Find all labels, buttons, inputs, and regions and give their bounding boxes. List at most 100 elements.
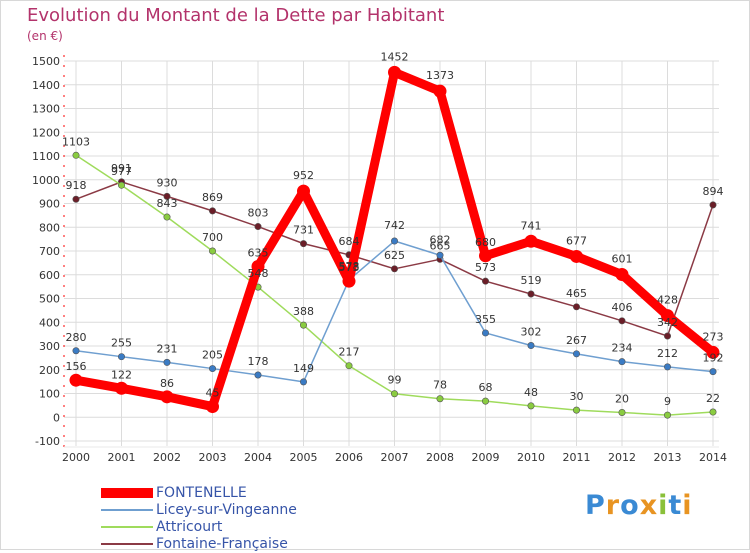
- data-point: [254, 371, 262, 379]
- data-point: [615, 268, 629, 282]
- data-label: 519: [521, 274, 542, 287]
- data-label: 406: [612, 301, 633, 314]
- data-label: 682: [430, 233, 451, 246]
- data-point: [481, 397, 489, 405]
- data-point: [479, 249, 492, 263]
- data-label: 149: [293, 362, 314, 375]
- legend-swatch: [101, 526, 153, 528]
- x-tick-label: 2000: [62, 451, 90, 464]
- data-label: 9: [664, 395, 671, 408]
- data-label: 1373: [426, 69, 454, 82]
- data-point: [709, 408, 717, 416]
- data-label: 991: [111, 162, 132, 175]
- x-tick-label: 2006: [335, 451, 363, 464]
- x-tick-label: 2009: [472, 451, 500, 464]
- data-point: [163, 358, 171, 366]
- data-label: 731: [293, 224, 314, 237]
- data-point: [118, 353, 126, 361]
- y-tick-label: 200: [39, 364, 60, 377]
- data-point: [706, 345, 720, 359]
- data-label: 302: [521, 326, 542, 339]
- data-point: [118, 181, 126, 189]
- data-label: 869: [202, 191, 223, 204]
- data-label: 573: [475, 261, 496, 274]
- data-label: 267: [566, 334, 587, 347]
- data-label: 122: [111, 368, 132, 381]
- data-label: 977: [111, 165, 132, 178]
- data-point: [709, 368, 717, 376]
- data-label: 20: [615, 393, 629, 406]
- y-tick-label: 1300: [32, 103, 60, 116]
- data-point: [663, 332, 671, 340]
- data-label: 465: [566, 287, 587, 300]
- data-label: 428: [657, 294, 678, 307]
- y-tick-label: 1000: [32, 174, 60, 187]
- data-point: [436, 251, 444, 259]
- x-tick-label: 2005: [290, 451, 318, 464]
- data-label: 45: [206, 387, 220, 400]
- data-point: [163, 213, 171, 221]
- data-label: 212: [657, 347, 678, 360]
- y-tick-label: 800: [39, 221, 60, 234]
- legend-label: Fontaine-Française: [156, 536, 288, 552]
- data-label: 601: [612, 253, 633, 266]
- data-point: [527, 342, 535, 350]
- x-tick-label: 2010: [517, 451, 545, 464]
- data-label: 234: [612, 342, 633, 355]
- y-tick-label: 1500: [32, 55, 60, 68]
- x-tick-label: 2014: [699, 451, 727, 464]
- data-point: [572, 303, 580, 311]
- data-label: 918: [66, 179, 87, 192]
- legend-swatch: [101, 488, 153, 498]
- x-tick-label: 2012: [608, 451, 636, 464]
- y-tick-label: 1400: [32, 79, 60, 92]
- legend-label: FONTENELLE: [156, 485, 247, 501]
- data-point: [433, 84, 447, 98]
- x-tick-label: 2001: [108, 451, 136, 464]
- data-point: [390, 237, 398, 245]
- data-label: 677: [566, 234, 587, 247]
- legend-label: Attricourt: [156, 519, 223, 535]
- logo-letter: o: [620, 490, 640, 521]
- data-label: 192: [703, 352, 724, 365]
- data-label: 665: [430, 239, 451, 252]
- data-label: 930: [157, 176, 178, 189]
- data-point: [661, 309, 674, 323]
- data-point: [297, 184, 310, 198]
- logo-letter: P: [585, 490, 606, 521]
- data-point: [163, 192, 171, 200]
- x-tick-label: 2002: [153, 451, 181, 464]
- y-tick-label: 1200: [32, 126, 60, 139]
- y-tick-label: 300: [39, 340, 60, 353]
- chart-unit: (en €): [27, 29, 63, 43]
- data-label: 388: [293, 305, 314, 318]
- y-tick-label: 100: [39, 388, 60, 401]
- data-label: 680: [475, 236, 496, 249]
- data-label: 178: [248, 355, 269, 368]
- data-point: [388, 65, 401, 79]
- data-label: 741: [521, 219, 542, 232]
- data-point: [115, 381, 128, 395]
- data-label: 217: [339, 346, 360, 359]
- data-point: [390, 265, 398, 273]
- proxiti-logo: Proxiti: [585, 490, 693, 521]
- data-label: 578: [339, 260, 360, 273]
- data-label: 625: [384, 249, 405, 262]
- legend-swatch: [101, 509, 153, 511]
- data-label: 894: [703, 185, 724, 198]
- data-label: 635: [248, 246, 269, 259]
- data-label: 573: [339, 261, 360, 274]
- data-label: 22: [706, 392, 720, 405]
- y-tick-label: 900: [39, 198, 60, 211]
- data-label: 255: [111, 337, 132, 350]
- data-point: [390, 390, 398, 398]
- x-tick-label: 2004: [244, 451, 272, 464]
- data-point: [663, 363, 671, 371]
- data-label: 156: [66, 360, 87, 373]
- x-tick-label: 2003: [199, 451, 227, 464]
- data-point: [345, 362, 353, 370]
- data-label: 803: [248, 207, 269, 220]
- data-point: [527, 402, 535, 410]
- data-point: [524, 234, 538, 248]
- line-chart: -100 0 100 200 300 400 500 600 700 800 900 1000 1100…: [32, 50, 727, 464]
